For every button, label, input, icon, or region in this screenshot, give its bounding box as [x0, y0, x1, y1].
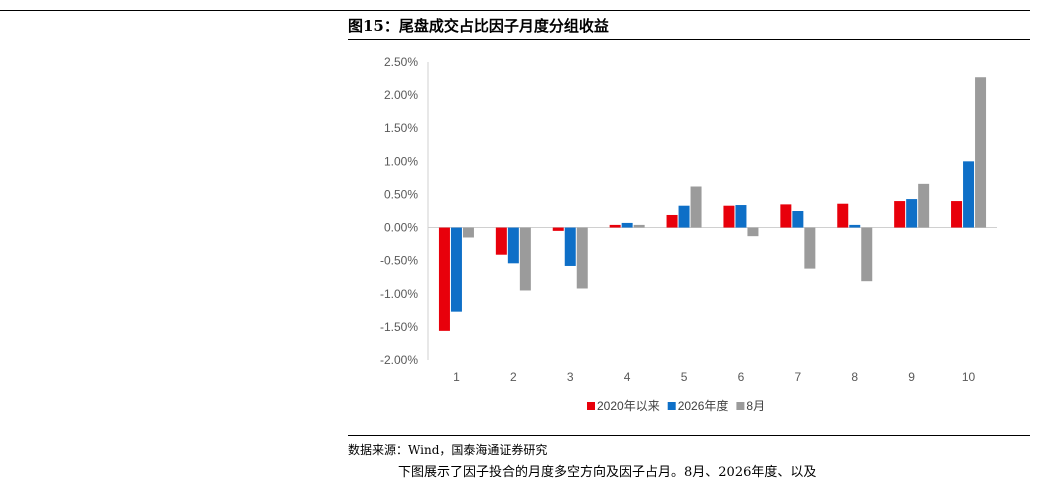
- legend-label: 8月: [746, 399, 765, 413]
- bar-series3: [576, 227, 588, 289]
- x-tick-label: 7: [795, 370, 802, 384]
- bar-series1: [609, 224, 621, 228]
- y-tick-label: -1.00%: [380, 287, 418, 301]
- x-tick-label: 8: [851, 370, 858, 384]
- bar-series3: [519, 227, 531, 291]
- bar-series2: [621, 222, 633, 228]
- bar-series2: [564, 227, 576, 266]
- bar-series3: [633, 224, 645, 228]
- legend-swatch: [587, 402, 595, 410]
- title-rule: [348, 39, 1030, 40]
- y-tick-label: 0.50%: [384, 187, 418, 201]
- bar-series2: [963, 161, 975, 228]
- bar-series2: [678, 205, 690, 228]
- bar-series2: [450, 227, 462, 312]
- y-tick-label: 2.50%: [384, 55, 418, 69]
- y-tick-label: -0.50%: [380, 254, 418, 268]
- x-tick-label: 5: [681, 370, 688, 384]
- x-tick-label: 4: [624, 370, 631, 384]
- source-note: 数据来源：Wind，国泰海通证券研究: [348, 443, 548, 457]
- bar-series2: [906, 199, 918, 228]
- bar-series1: [666, 214, 678, 228]
- y-tick-label: 1.00%: [384, 154, 418, 168]
- y-tick-label: 1.50%: [384, 121, 418, 135]
- bar-series3: [975, 77, 987, 228]
- top-rule: [0, 10, 1030, 11]
- figure-title: 图15：尾盘成交占比因子月度分组收益: [348, 17, 609, 35]
- legend-swatch: [667, 402, 676, 410]
- bar-series1: [495, 227, 507, 255]
- bar-series3: [918, 183, 930, 228]
- bar-series3: [690, 186, 702, 228]
- body-text: 下图展示了因子投合的月度多空方向及因子占月。8月、2026年度、以及: [398, 465, 817, 480]
- legend-label: 2020年以来: [597, 399, 660, 413]
- y-tick-label: -1.50%: [380, 320, 418, 334]
- bar-series1: [780, 204, 792, 228]
- y-tick-label: 2.00%: [384, 88, 418, 102]
- bar-series2: [849, 224, 861, 228]
- bar-series3: [462, 227, 474, 238]
- bar-series1: [837, 203, 849, 228]
- x-tick-label: 9: [908, 370, 915, 384]
- legend-swatch: [736, 402, 745, 410]
- x-tick-label: 6: [738, 370, 745, 384]
- bar-series3: [861, 227, 873, 282]
- bar-series1: [951, 201, 963, 228]
- x-tick-label: 2: [510, 370, 517, 384]
- x-tick-label: 10: [962, 370, 976, 384]
- y-tick-label: -2.00%: [380, 353, 418, 367]
- bar-series1: [894, 201, 906, 228]
- bar-series1: [438, 227, 450, 331]
- bar-series2: [792, 211, 804, 228]
- bar-series1: [552, 227, 564, 231]
- bar-series2: [735, 205, 747, 228]
- bar-series2: [507, 227, 519, 264]
- x-tick-label: 1: [453, 370, 460, 384]
- y-tick-label: 0.00%: [384, 221, 418, 235]
- bar-chart: -2.00% -1.50% -1.00% -0.50% 0.00% 0.50% 1.00% 1…: [380, 55, 997, 413]
- bar-series1: [723, 205, 735, 228]
- bar-series3: [804, 227, 816, 269]
- legend-label: 2026年度: [678, 398, 729, 413]
- source-rule: [348, 435, 1030, 436]
- x-tick-label: 3: [567, 370, 574, 384]
- bar-series3: [747, 227, 759, 237]
